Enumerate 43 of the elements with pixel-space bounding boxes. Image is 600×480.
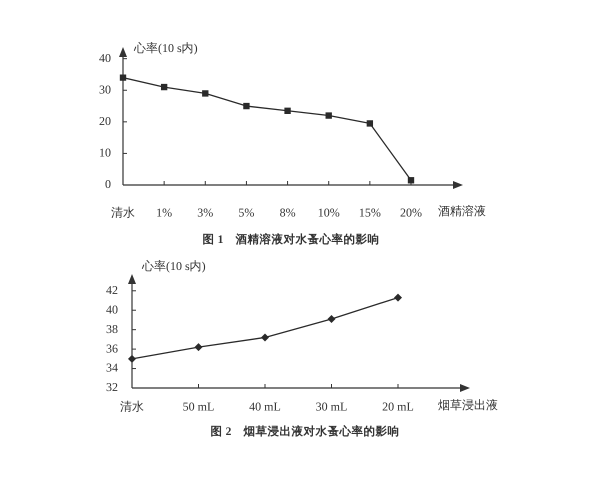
y-tick-label: 36 bbox=[106, 341, 118, 356]
point bbox=[366, 120, 374, 127]
x-tick-label: 3% bbox=[197, 205, 214, 220]
y-tick-label: 10 bbox=[99, 146, 111, 160]
x-tick-label: 30 mL bbox=[316, 399, 348, 414]
point bbox=[128, 354, 136, 363]
x-axis-title: 酒精溶液 bbox=[438, 204, 486, 218]
x-tick-label: 50 mL bbox=[182, 399, 214, 414]
point bbox=[120, 74, 126, 81]
y-tick-label: 34 bbox=[106, 360, 118, 375]
point bbox=[194, 343, 202, 352]
y-tick-label: 42 bbox=[106, 282, 118, 297]
x-tick-label: 1% bbox=[156, 205, 172, 220]
y-tick-label: 40 bbox=[99, 50, 111, 65]
y-tick-label: 38 bbox=[106, 322, 118, 336]
x-tick-label: 40 mL bbox=[249, 399, 281, 414]
point bbox=[408, 177, 414, 184]
y-tick-label: 30 bbox=[99, 82, 111, 96]
text: 图 1 酒精溶液对水蚤心率的影响 bbox=[202, 232, 380, 246]
x-tick-label: 20% bbox=[400, 205, 422, 220]
y-tick-label: 20 bbox=[99, 114, 111, 128]
point bbox=[326, 112, 332, 119]
y-tick-label: 40 bbox=[106, 302, 118, 316]
point bbox=[328, 314, 336, 323]
y-axis-title: 心率(10 s内) bbox=[141, 259, 206, 274]
point bbox=[202, 90, 208, 97]
x-axis-title: 烟草浸出液 bbox=[438, 398, 498, 412]
x-tick-label: 5% bbox=[238, 205, 254, 220]
point bbox=[160, 84, 168, 90]
point bbox=[284, 108, 291, 114]
point bbox=[394, 294, 402, 302]
x-tick-label: 清水 bbox=[120, 399, 144, 414]
point bbox=[261, 333, 269, 342]
point bbox=[243, 102, 250, 110]
text: 图 2 烟草浸出液对水蚤心率的影响 bbox=[210, 424, 400, 438]
x-tick-label: 清水 bbox=[111, 205, 135, 220]
y-tick-label: 0 bbox=[105, 177, 111, 192]
y-axis-title: 心率(10 s内) bbox=[133, 41, 198, 56]
x-tick-label: 10% bbox=[318, 205, 340, 220]
y-tick-label: 32 bbox=[106, 380, 118, 394]
x-tick-label: 8% bbox=[280, 205, 296, 220]
x-tick-label: 15% bbox=[358, 205, 381, 220]
x-tick-label: 20 mL bbox=[382, 399, 414, 414]
